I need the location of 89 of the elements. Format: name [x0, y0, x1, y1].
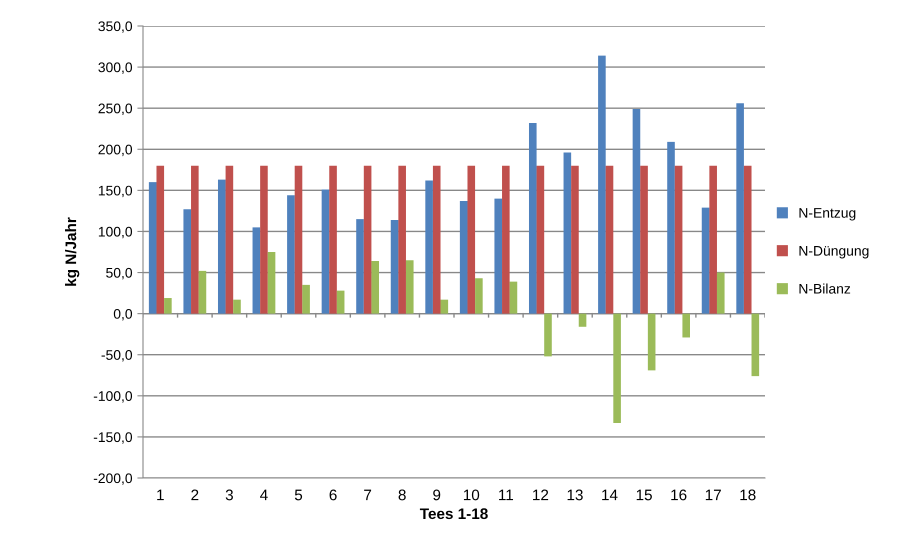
y-tick-label: -150,0	[94, 432, 132, 444]
bar	[460, 201, 468, 314]
bar	[371, 261, 380, 314]
bar	[390, 220, 398, 314]
bar	[432, 166, 441, 314]
bar	[164, 298, 172, 314]
y-tick-label: -50,0	[102, 350, 132, 362]
bar	[156, 166, 164, 314]
bar	[502, 166, 510, 314]
bar	[440, 300, 448, 314]
x-tick-label: 18	[740, 490, 756, 500]
y-tick-label: -100,0	[94, 391, 132, 403]
bar	[268, 252, 276, 314]
x-tick-label: 7	[364, 490, 372, 500]
legend-label: N-Bilanz	[799, 283, 850, 294]
x-tick-label: 11	[499, 490, 514, 500]
legend-label: N-Düngung	[799, 246, 868, 258]
bar	[329, 166, 337, 314]
bar	[702, 208, 710, 314]
bar	[294, 166, 302, 314]
y-axis-title: kg N/Jahr	[65, 217, 80, 286]
x-tick-label: 10	[464, 490, 480, 500]
bar	[648, 314, 656, 370]
bar	[744, 166, 752, 314]
x-tick-label: 4	[260, 490, 268, 500]
bar	[667, 142, 675, 314]
x-tick-label: 16	[671, 490, 686, 500]
y-tick-label: 150,0	[98, 186, 132, 198]
x-tick-label: 6	[330, 490, 337, 500]
bar	[475, 278, 483, 314]
y-tick-label: 350,0	[98, 21, 132, 33]
bar	[606, 166, 614, 314]
bar	[398, 166, 406, 314]
x-tick-label: 12	[533, 490, 548, 500]
y-tick-label: 300,0	[98, 62, 132, 74]
bar	[709, 166, 717, 314]
bar	[494, 198, 502, 314]
x-tick-label: 8	[398, 490, 406, 500]
x-tick-label: 3	[226, 490, 233, 500]
y-tick-label: 100,0	[98, 226, 132, 238]
x-tick-label: 13	[568, 490, 583, 500]
bar	[736, 103, 744, 314]
bar	[287, 195, 295, 314]
bar	[226, 166, 234, 314]
x-tick-label: 5	[294, 490, 302, 500]
bar	[364, 166, 372, 314]
bar	[356, 219, 364, 314]
x-tick-label: 2	[191, 490, 198, 500]
bar	[536, 166, 544, 314]
bar	[336, 290, 344, 314]
bar	[406, 260, 414, 314]
x-axis-title: Tees 1-18	[420, 508, 488, 520]
bar	[528, 122, 537, 314]
bar	[198, 270, 206, 314]
bar	[598, 56, 606, 314]
bar	[148, 182, 156, 314]
y-tick-label: -200,0	[94, 473, 132, 485]
bar	[183, 209, 192, 314]
bar	[640, 166, 648, 314]
bar	[752, 314, 760, 376]
bar	[191, 166, 199, 314]
bar	[632, 109, 640, 314]
x-tick-label: 9	[433, 490, 440, 500]
bar	[260, 166, 268, 314]
bar	[578, 314, 586, 327]
x-tick-label: 1	[157, 490, 164, 500]
bar	[467, 166, 476, 314]
y-tick-label: 200,0	[98, 144, 132, 156]
bar	[571, 166, 579, 314]
x-tick-label: 14	[602, 490, 618, 500]
bar	[322, 190, 330, 314]
y-tick-label: 0,0	[114, 308, 132, 320]
bar	[613, 314, 621, 423]
bar	[510, 282, 518, 314]
bar	[564, 152, 572, 314]
y-tick-label: 250,0	[98, 104, 132, 115]
bar	[252, 227, 260, 314]
x-tick-label: 15	[636, 490, 652, 500]
bar	[674, 166, 682, 314]
bar	[716, 272, 725, 314]
x-tick-label: 17	[706, 490, 721, 500]
bar	[544, 314, 552, 356]
bar	[682, 314, 690, 338]
y-tick-label: 50,0	[106, 268, 132, 280]
bar	[425, 180, 433, 314]
legend-label: N-Entzug	[799, 208, 856, 221]
bar	[233, 300, 241, 314]
bar	[302, 284, 310, 314]
bar	[218, 180, 226, 314]
